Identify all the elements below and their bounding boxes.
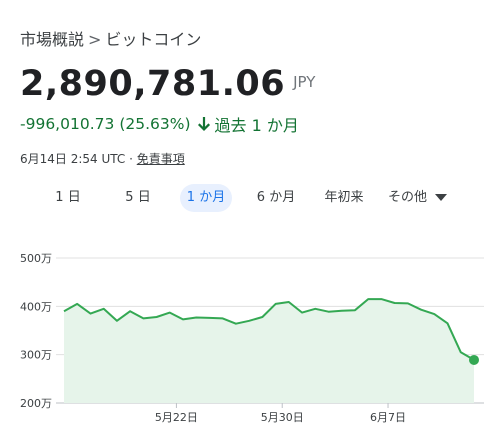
y-tick-label: 500万 [20,252,52,265]
x-tick-label: 5月22日 [155,411,198,424]
tab-1-day[interactable]: 1 日 [50,184,86,212]
timestamp-row: 6月14日 2:54 UTC · 免責事項 [20,150,185,167]
change-period: 過去 1 か月 [214,116,299,135]
tab-ytd[interactable]: 年初来 [318,184,370,212]
tab-5-days[interactable]: 5 日 [118,184,158,212]
arrow-down-icon [197,116,211,132]
latest-price-dot[interactable] [469,354,479,365]
tab-label: 6 か月 [256,190,296,205]
change-percent: (25.63%) [119,115,191,133]
disclaimer-link[interactable]: 免責事項 [136,152,185,166]
timestamp: 6月14日 2:54 UTC · [20,152,133,166]
y-axis-labels: 500万 400万 300万 200万 [20,252,52,410]
tab-label: その他 [388,190,428,205]
currency-code: JPY [293,73,316,91]
price-line [63,298,475,361]
price-change: -996,010.73 (25.63%) 過去 1 か月 [20,112,299,136]
tab-6-months[interactable]: 6 か月 [250,184,302,212]
x-axis-labels: 5月22日 5月30日 6月7日 [155,403,406,424]
tab-1-month[interactable]: 1 か月 [180,184,232,212]
breadcrumb-parent-link[interactable]: 市場概説 [20,30,85,49]
tab-more[interactable]: その他 [388,184,464,212]
tab-label: 1 か月 [186,190,226,205]
x-tick-label: 5月30日 [261,411,304,424]
x-tick-label: 6月7日 [370,411,406,424]
breadcrumb: 市場概説 > ビットコイン [20,26,201,50]
price-row: 2,890,781.06 JPY [20,64,315,104]
y-tick-label: 300万 [20,349,52,362]
price-chart[interactable]: 500万 400万 300万 200万 5月22日 5月30日 6月7日 [0,240,500,442]
current-price: 2,890,781.06 [20,64,286,104]
breadcrumb-separator: > [88,30,102,49]
time-range-tabs: 1 日 5 日 1 か月 6 か月 年初来 その他 [0,180,500,216]
change-amount: -996,010.73 [20,115,115,133]
tab-label: 年初来 [324,190,364,205]
y-tick-label: 400万 [20,300,52,313]
breadcrumb-current: ビットコイン [105,30,202,49]
y-tick-label: 200万 [20,397,52,410]
tab-label: 1 日 [55,190,81,205]
caret-down-icon [435,194,448,202]
tab-label: 5 日 [125,190,151,205]
price-area [64,299,474,403]
